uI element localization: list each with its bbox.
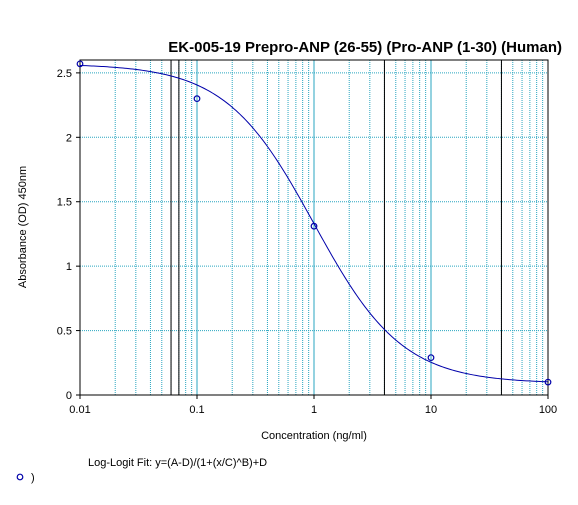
y-tick-label: 0	[66, 390, 72, 402]
y-axis-ticks: 0 0.5 1 1.5 2 2.5	[57, 68, 80, 402]
x-tick-label: 0.01	[69, 404, 90, 416]
y-tick-label: 2.5	[57, 68, 72, 80]
data-point	[544, 378, 552, 386]
x-axis-label: Concentration (ng/ml)	[261, 430, 367, 442]
legend: )	[16, 472, 35, 484]
data-point	[310, 222, 318, 230]
legend-text: )	[31, 472, 35, 484]
y-axis-label: Absorbance (OD) 450nm	[17, 166, 29, 288]
x-tick-label: 0.1	[189, 404, 204, 416]
data-point	[193, 95, 201, 103]
x-tick-label: 100	[539, 404, 557, 416]
legend-marker	[16, 473, 24, 481]
data-point	[76, 60, 84, 68]
x-axis-ticks: 0.01 0.1 1 10 100	[69, 395, 557, 416]
y-tick-label: 2	[66, 132, 72, 144]
fit-equation-label: Log-Logit Fit: y=(A-D)/(1+(x/C)^B)+D	[88, 457, 267, 469]
data-points	[76, 60, 552, 386]
x-tick-label: 10	[425, 404, 437, 416]
x-tick-label: 1	[311, 404, 317, 416]
grid-layer	[80, 60, 548, 395]
chart-title: EK-005-19 Prepro-ANP (26-55) (Pro-ANP (1…	[168, 39, 562, 56]
y-tick-label: 0.5	[57, 326, 72, 338]
y-tick-label: 1.5	[57, 197, 72, 209]
data-point	[427, 354, 435, 362]
y-tick-label: 1	[66, 261, 72, 273]
